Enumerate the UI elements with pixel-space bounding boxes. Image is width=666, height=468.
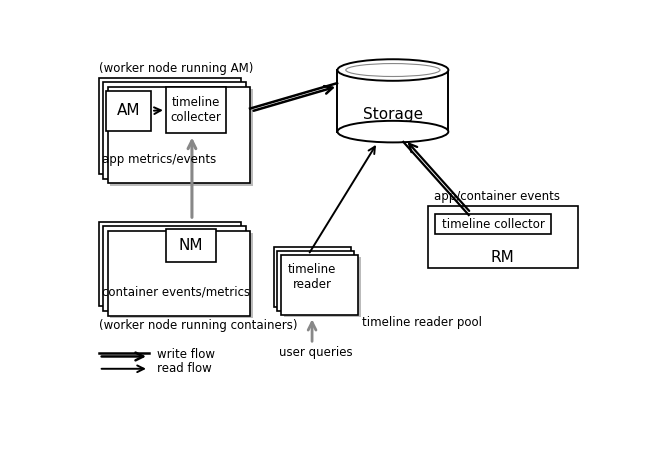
Bar: [436, 214, 551, 234]
Text: app/container events: app/container events: [434, 190, 559, 203]
Text: read flow: read flow: [157, 362, 211, 375]
Text: timeline
reader: timeline reader: [288, 263, 336, 291]
Bar: [166, 87, 226, 133]
Text: timeline collector: timeline collector: [442, 218, 544, 231]
Bar: [281, 255, 358, 315]
Bar: [108, 231, 250, 315]
Text: NM: NM: [178, 238, 203, 253]
Text: Storage: Storage: [363, 107, 423, 122]
Text: timeline
collecter: timeline collecter: [170, 96, 221, 124]
Text: user queries: user queries: [279, 346, 353, 358]
Bar: [103, 227, 246, 311]
Text: container events/metrics: container events/metrics: [102, 285, 250, 299]
Text: app metrics/events: app metrics/events: [102, 154, 216, 166]
Bar: [111, 233, 253, 318]
Bar: [103, 82, 246, 179]
Bar: [284, 257, 360, 317]
Bar: [99, 222, 241, 307]
Bar: [278, 251, 354, 311]
Bar: [99, 78, 241, 174]
Text: (worker node running AM): (worker node running AM): [99, 62, 253, 74]
Bar: [111, 89, 253, 185]
Text: AM: AM: [117, 103, 141, 118]
Bar: [428, 206, 577, 268]
Text: timeline reader pool: timeline reader pool: [362, 316, 482, 329]
Text: (worker node running containers): (worker node running containers): [99, 319, 297, 332]
Bar: [338, 70, 448, 132]
Text: RM: RM: [491, 249, 515, 264]
Bar: [107, 91, 151, 131]
Bar: [274, 247, 350, 307]
Ellipse shape: [338, 59, 448, 81]
Bar: [108, 87, 250, 183]
Text: write flow: write flow: [157, 348, 214, 361]
Bar: [166, 229, 216, 262]
Ellipse shape: [338, 121, 448, 142]
